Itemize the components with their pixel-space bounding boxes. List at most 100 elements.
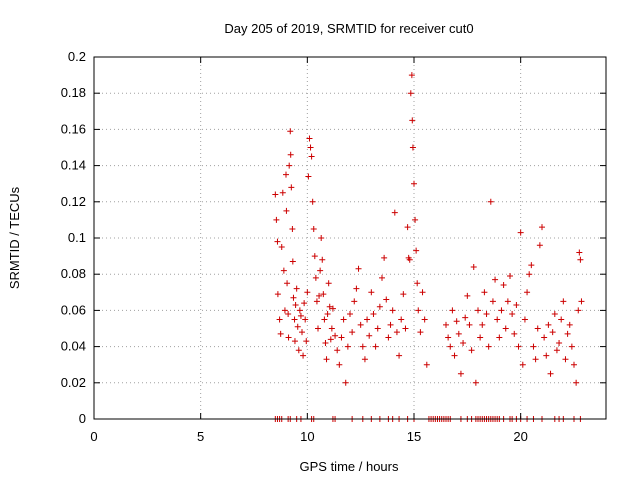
data-point [507, 273, 513, 280]
data-point [328, 325, 335, 332]
y-tick-label: 0.16 [61, 121, 86, 136]
data-point [502, 325, 509, 332]
data-point [466, 321, 473, 328]
data-point [319, 256, 326, 263]
data-point [387, 321, 394, 328]
data-point [287, 128, 294, 135]
data-point [308, 153, 315, 160]
data-point [284, 280, 291, 287]
data-point [477, 334, 484, 341]
data-point [355, 265, 362, 272]
data-point [322, 339, 329, 346]
data-point [324, 311, 331, 318]
data-point [279, 189, 286, 196]
data-point [306, 135, 313, 142]
data-point [571, 361, 577, 368]
data-point [289, 258, 296, 265]
data-point [406, 256, 413, 263]
data-point [543, 352, 550, 359]
axis-ticks [93, 56, 606, 420]
data-point [545, 321, 552, 328]
data-point [475, 307, 481, 314]
data-point [400, 291, 407, 298]
data-point [316, 292, 323, 299]
data-point [310, 225, 317, 232]
data-point [347, 311, 353, 318]
data-point [521, 316, 528, 323]
data-point [278, 244, 285, 251]
data-point [451, 352, 458, 359]
data-point [309, 198, 316, 205]
data-point [494, 316, 501, 323]
data-point [290, 294, 297, 301]
data-point [311, 253, 318, 260]
data-point [566, 321, 573, 328]
data-point [460, 339, 467, 346]
data-point [532, 356, 539, 363]
data-point [327, 336, 334, 343]
data-point [511, 330, 518, 337]
data-point [396, 352, 403, 359]
data-point [408, 72, 415, 79]
data-point [283, 207, 290, 214]
data-point [517, 229, 524, 236]
data-point [577, 256, 584, 263]
data-point [364, 316, 371, 323]
data-point [393, 329, 400, 336]
data-point [481, 289, 488, 296]
y-tick-label: 0.14 [61, 158, 86, 173]
data-point [528, 262, 535, 269]
data-point [564, 330, 571, 337]
data-point [372, 343, 379, 350]
data-point [419, 289, 426, 296]
data-point [421, 316, 428, 323]
x-axis-label: GPS time / hours [300, 459, 399, 474]
data-point [398, 316, 405, 323]
data-points [272, 72, 585, 422]
data-point [285, 334, 292, 341]
y-tick-label: 0 [79, 411, 86, 426]
data-point [541, 334, 548, 341]
data-point [526, 271, 533, 278]
data-point [374, 325, 381, 332]
data-point [524, 289, 531, 296]
data-point [315, 325, 321, 332]
data-point [515, 343, 522, 350]
data-point [534, 325, 541, 332]
data-point [413, 247, 420, 254]
y-tick-label: 0.12 [61, 194, 86, 209]
data-point [443, 321, 449, 328]
gridlines [94, 57, 606, 419]
data-point [317, 267, 324, 274]
data-point [280, 267, 287, 274]
data-point [286, 162, 293, 169]
x-tick-label: 5 [197, 429, 204, 444]
data-point [409, 117, 416, 124]
data-point [487, 198, 494, 205]
y-tick-label: 0.08 [61, 266, 86, 281]
data-point [496, 334, 503, 341]
data-point [361, 356, 368, 363]
tick-labels: 0 0.02 0.04 0.06 0.08 0.1 0.12 0.14 0.16 0.18 0.2 0… [61, 49, 528, 444]
y-tick-label: 0.04 [61, 339, 86, 354]
data-point [303, 338, 310, 345]
data-point [332, 332, 339, 339]
data-point [417, 329, 424, 336]
data-point [359, 343, 366, 350]
data-point [457, 370, 464, 377]
y-tick-label: 0.02 [61, 375, 86, 390]
y-axis-label: SRMTID / TECUs [7, 186, 22, 289]
data-point [556, 339, 563, 346]
data-point [285, 311, 292, 318]
data-point [283, 171, 289, 178]
data-point [299, 329, 305, 336]
data-point [291, 338, 298, 345]
data-point [344, 343, 351, 350]
data-point [509, 311, 516, 318]
data-point [321, 316, 328, 323]
data-point [575, 307, 582, 314]
data-point [302, 316, 309, 323]
data-point [274, 238, 281, 245]
y-tick-label: 0.1 [68, 230, 86, 245]
